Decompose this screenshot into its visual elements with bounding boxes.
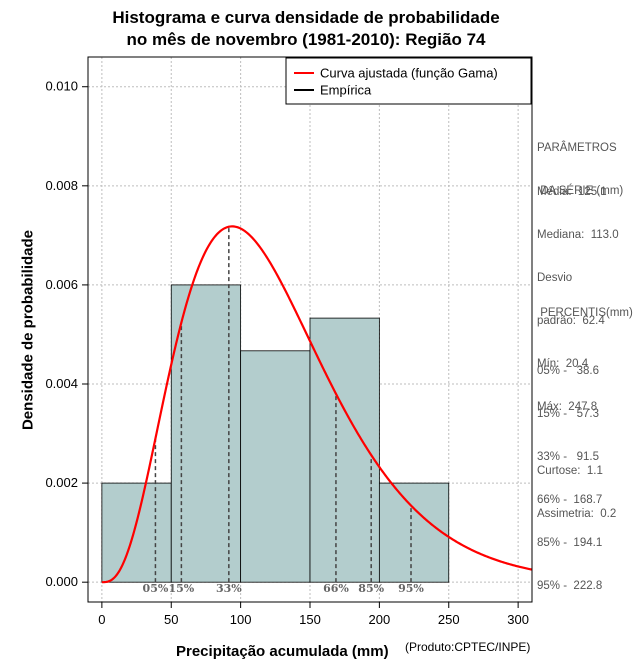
x-tick-label-0: 0 [98, 612, 105, 627]
stat-desvio: Desvio [537, 272, 573, 284]
x-tick-label-4: 200 [369, 612, 391, 627]
stats-params-line-1: PARÂMETROS [537, 141, 617, 154]
x-tick-label-5: 250 [438, 612, 460, 627]
percentile-label-3: 66% [323, 582, 349, 595]
stat-min: Mín: 20.4 [537, 358, 589, 371]
y-tick-label-1: 0.002 [45, 475, 78, 490]
legend-label-0: Curva ajustada (função Gama) [320, 66, 498, 81]
percentil-05: 05% - 38.6 [537, 364, 600, 377]
percentil-95: 95% - 222.8 [537, 580, 603, 593]
stat-media: Média: 125.1 [537, 185, 607, 198]
percentil-15: 15% - 57.3 [537, 407, 600, 420]
x-tick-label-1: 50 [164, 612, 178, 627]
y-tick-label-0: 0.000 [45, 574, 78, 589]
y-tick-label-3: 0.006 [45, 277, 78, 292]
y-axis-label: Densidade de probabilidade [19, 229, 37, 431]
stat-curtose: Curtose: 1.1 [537, 464, 603, 477]
y-tick-label-4: 0.008 [45, 178, 78, 193]
stats-params-line-2: DA SÉRIE (mm) [537, 184, 624, 197]
x-tick-label-3: 150 [299, 612, 321, 627]
legend-box [285, 57, 532, 105]
y-tick-label-2: 0.004 [45, 376, 78, 391]
stat-padrao: padrão: 62.4 [537, 315, 605, 328]
percentile-label-1: 15% [168, 582, 194, 595]
percentil-66: 66% - 168.7 [537, 494, 603, 507]
percentil-33: 33% - 91.5 [537, 451, 600, 463]
histogram-bar-4 [378, 482, 450, 583]
stat-max: Máx: 247.8 [537, 401, 598, 414]
x-tick-label-6: 300 [507, 612, 529, 627]
x-tick-label-2: 100 [230, 612, 252, 627]
percentile-label-4: 85% [358, 582, 384, 595]
x-axis-label: Precipitação acumulada (mm) [176, 643, 389, 660]
percentile-label-2: 33% [216, 582, 242, 595]
stat-mediana: Mediana: 113.0 [537, 228, 619, 241]
chart-title-line-2: no mês de novembro (1981-2010): Região 7… [126, 30, 486, 49]
stats-extra: Curtose: 1.1 Assimetria: 0.2 [537, 435, 616, 550]
stat-assimetria: Assimetria: 0.2 [537, 507, 617, 520]
percentile-label-5: 95% [398, 582, 424, 595]
legend-label-1: Empírica [320, 83, 372, 98]
histogram-bar-0 [101, 482, 172, 583]
percentis-title: PERCENTIS(mm) [537, 307, 633, 319]
fitted-gamma-curve [101, 225, 532, 584]
percentile-label-0: 05% [143, 582, 169, 595]
histogram-bar-2 [240, 350, 311, 583]
stats-summary: Média: 125.1 Mediana: 113.0 Desvio padrã… [537, 156, 619, 444]
chart-title-line-1: Histograma e curva densidade de probabil… [112, 8, 500, 27]
percentil-85: 85% - 194.1 [537, 537, 603, 550]
percentis-list: 05% - 38.6 15% - 57.3 33% - 91.5 66% - 1… [537, 335, 602, 623]
stats-params-heading: PARÂMETROS DA SÉRIE (mm) [537, 112, 623, 227]
credit-text: (Produto:CPTEC/INPE) [405, 640, 531, 654]
y-tick-label-5: 0.010 [45, 79, 78, 94]
